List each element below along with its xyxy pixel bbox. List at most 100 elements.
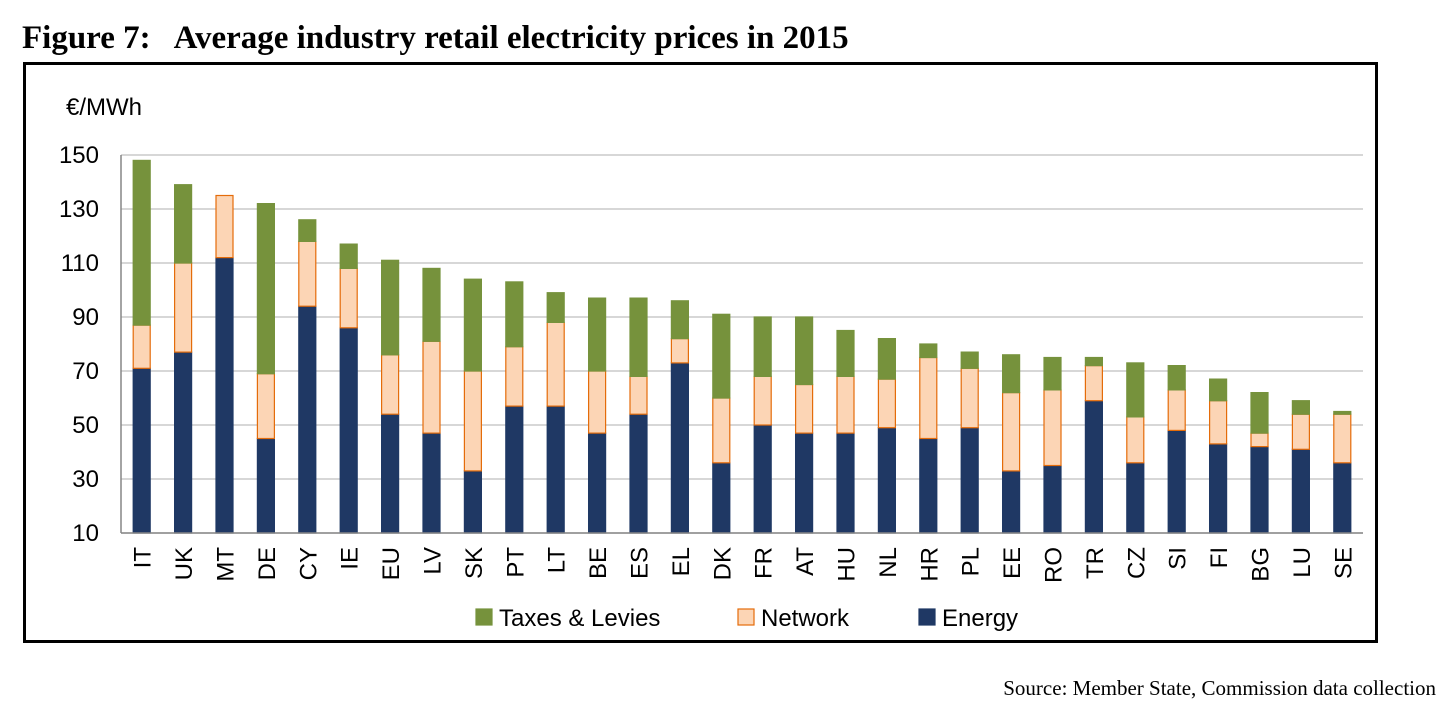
bar-network-nl <box>877 378 897 429</box>
x-tick-label: TR <box>1082 547 1109 579</box>
y-tick-label: 50 <box>72 412 99 439</box>
bar-network-fr <box>753 375 772 426</box>
stacked-bar-chart: €/MWh 10 30 50 70 90 110 130 150 IT UK MT DE CY IE EU… <box>59 94 1363 632</box>
x-tick-label: AT <box>792 547 819 576</box>
y-tick-label: 30 <box>72 466 99 493</box>
y-tick-label: 130 <box>59 196 99 223</box>
x-tick-label: IE <box>337 547 364 570</box>
x-tick-label: SI <box>1165 547 1192 570</box>
bar-energy-ro <box>1043 464 1062 534</box>
x-tick-label: LV <box>420 547 447 575</box>
bar-energy-ee <box>1001 470 1021 534</box>
legend-label-energy: Energy <box>942 605 1018 632</box>
bar-taxes-sk <box>463 278 482 372</box>
bar-taxes-eu <box>381 259 400 356</box>
bar-network-ro <box>1043 389 1062 467</box>
bar-network-si <box>1167 389 1186 431</box>
bar-taxes-at <box>794 316 814 386</box>
bar-network-el <box>670 338 690 364</box>
x-tick-label: CY <box>295 547 322 580</box>
bar-energy-pl <box>960 427 979 534</box>
bar-energy-uk <box>174 351 193 534</box>
bar-taxes-it <box>132 159 151 326</box>
bar-taxes-pl <box>960 351 979 369</box>
figure-label: Figure 7: <box>22 20 151 56</box>
bar-network-at <box>794 383 814 434</box>
bar-energy-el <box>670 362 690 534</box>
bar-energy-eu <box>381 413 400 534</box>
bar-energy-lt <box>546 405 565 534</box>
bar-network-pt <box>505 346 524 407</box>
bar-energy-se <box>1333 462 1352 534</box>
x-tick-label: ES <box>627 547 654 579</box>
bar-energy-lu <box>1291 448 1311 534</box>
bar-energy-si <box>1167 429 1186 534</box>
bar-energy-cy <box>298 305 317 534</box>
bar-taxes-el <box>670 300 690 340</box>
y-tick-label: 150 <box>59 142 99 169</box>
bar-energy-be <box>587 432 607 534</box>
y-tick-label: 90 <box>72 304 99 331</box>
x-tick-label: IT <box>130 547 157 569</box>
bar-energy-pt <box>505 405 524 534</box>
bar-taxes-ee <box>1001 354 1021 394</box>
bar-energy-at <box>794 432 814 534</box>
bar-network-tr <box>1084 365 1104 402</box>
bar-network-be <box>587 370 607 434</box>
bar-taxes-si <box>1167 365 1186 391</box>
bar-network-pl <box>960 367 979 429</box>
x-tick-label: PL <box>958 547 985 576</box>
bar-network-sk <box>463 370 482 472</box>
bar-network-uk <box>174 262 193 353</box>
y-tick-label: 10 <box>72 520 99 547</box>
x-tick-label: SK <box>461 547 488 579</box>
x-tick-label: NL <box>875 547 902 578</box>
bar-taxes-bg <box>1250 392 1269 434</box>
bar-network-dk <box>712 397 731 464</box>
figure-title-text: Average industry retail electricity pric… <box>173 20 849 56</box>
bar-taxes-cz <box>1126 362 1145 418</box>
bar-network-ie <box>339 267 358 329</box>
bar-network-bg <box>1250 432 1269 448</box>
bar-taxes-uk <box>174 184 193 264</box>
bar-taxes-tr <box>1084 356 1104 367</box>
bar-taxes-ro <box>1043 356 1062 391</box>
bar-energy-fr <box>753 424 772 534</box>
x-tick-label: LU <box>1289 547 1316 578</box>
bar-network-hu <box>836 375 855 434</box>
bar-network-cz <box>1126 416 1145 464</box>
y-tick-label: 110 <box>61 250 99 277</box>
legend-swatch-network <box>737 608 755 626</box>
bar-energy-cz <box>1126 462 1145 534</box>
bar-energy-tr <box>1084 400 1104 534</box>
bar-energy-mt <box>215 257 234 534</box>
bar-energy-fi <box>1208 443 1228 534</box>
bar-taxes-nl <box>877 338 897 380</box>
x-tick-label: EU <box>378 547 405 580</box>
x-tick-label: MT <box>213 547 240 582</box>
bar-network-eu <box>381 354 400 415</box>
bar-energy-hu <box>836 432 855 534</box>
x-tick-label: FI <box>1206 547 1233 568</box>
figure-title: Figure 7: Average industry retail electr… <box>22 18 849 58</box>
bar-network-lv <box>422 340 441 434</box>
bars <box>121 159 1363 534</box>
x-tick-label: EE <box>999 547 1026 579</box>
bar-energy-es <box>629 413 648 534</box>
bar-energy-bg <box>1250 446 1269 534</box>
x-tick-label: HU <box>834 547 861 582</box>
y-axis-label: €/MWh <box>66 94 142 121</box>
bar-taxes-fr <box>753 316 772 378</box>
bar-taxes-pt <box>505 281 524 348</box>
x-tick-label: RO <box>1041 547 1068 583</box>
bar-energy-it <box>132 367 151 534</box>
x-tick-label: FR <box>751 547 778 579</box>
bar-network-cy <box>298 240 317 307</box>
bar-energy-nl <box>877 427 897 534</box>
bar-network-mt <box>215 194 234 259</box>
bar-network-lt <box>546 321 565 407</box>
bar-network-ee <box>1001 392 1021 472</box>
bar-network-lu <box>1291 413 1311 450</box>
bar-network-it <box>132 324 151 369</box>
legend-label-taxes: Taxes & Levies <box>499 605 660 632</box>
